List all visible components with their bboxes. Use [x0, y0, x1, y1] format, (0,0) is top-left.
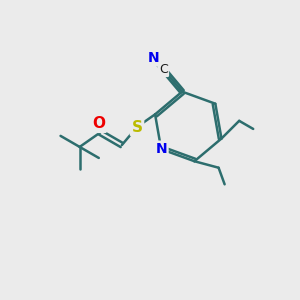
Text: N: N	[155, 142, 167, 156]
Text: N: N	[148, 51, 160, 65]
Text: C: C	[159, 63, 168, 76]
Text: O: O	[92, 116, 105, 131]
Text: S: S	[131, 119, 142, 134]
